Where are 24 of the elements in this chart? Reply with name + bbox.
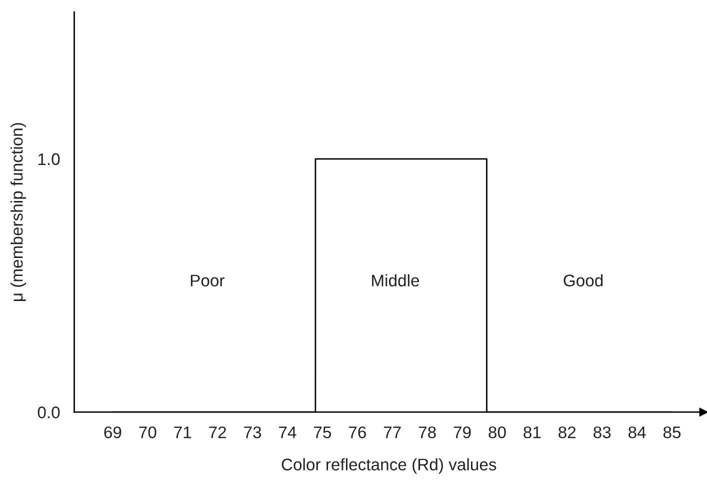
x-tick-label: 78 <box>418 426 436 438</box>
x-tick-label: 81 <box>524 426 541 438</box>
annotation: Middle <box>372 274 420 286</box>
x-tick-label: 79 <box>454 426 471 438</box>
x-tick-label: 71 <box>174 426 192 438</box>
x-tick-label: 84 <box>628 426 646 438</box>
y-axis-title: μ (membership function) <box>10 123 26 301</box>
x-tick-label: 83 <box>594 426 611 438</box>
x-tick-label: 76 <box>348 426 366 438</box>
x-tick-label: 82 <box>558 426 576 438</box>
x-tick-label: 80 <box>488 426 506 438</box>
x-tick-label: 69 <box>104 426 122 438</box>
y-tick-label: 1.0 <box>38 153 60 166</box>
x-tick-label: 75 <box>314 426 332 438</box>
x-tick-label: 77 <box>384 426 401 438</box>
annotation: Good <box>564 274 603 286</box>
y-tick-label: 0.0 <box>38 406 60 418</box>
x-tick-label: 74 <box>279 426 296 438</box>
x-tick-label: 73 <box>244 426 262 438</box>
x-axis-title: Color reflectance (Rd) values <box>282 458 496 474</box>
x-tick-label: 70 <box>139 426 156 438</box>
annotation: Poor <box>190 274 224 286</box>
x-tick-label: 85 <box>663 426 681 438</box>
x-tick-label: 72 <box>209 426 226 438</box>
